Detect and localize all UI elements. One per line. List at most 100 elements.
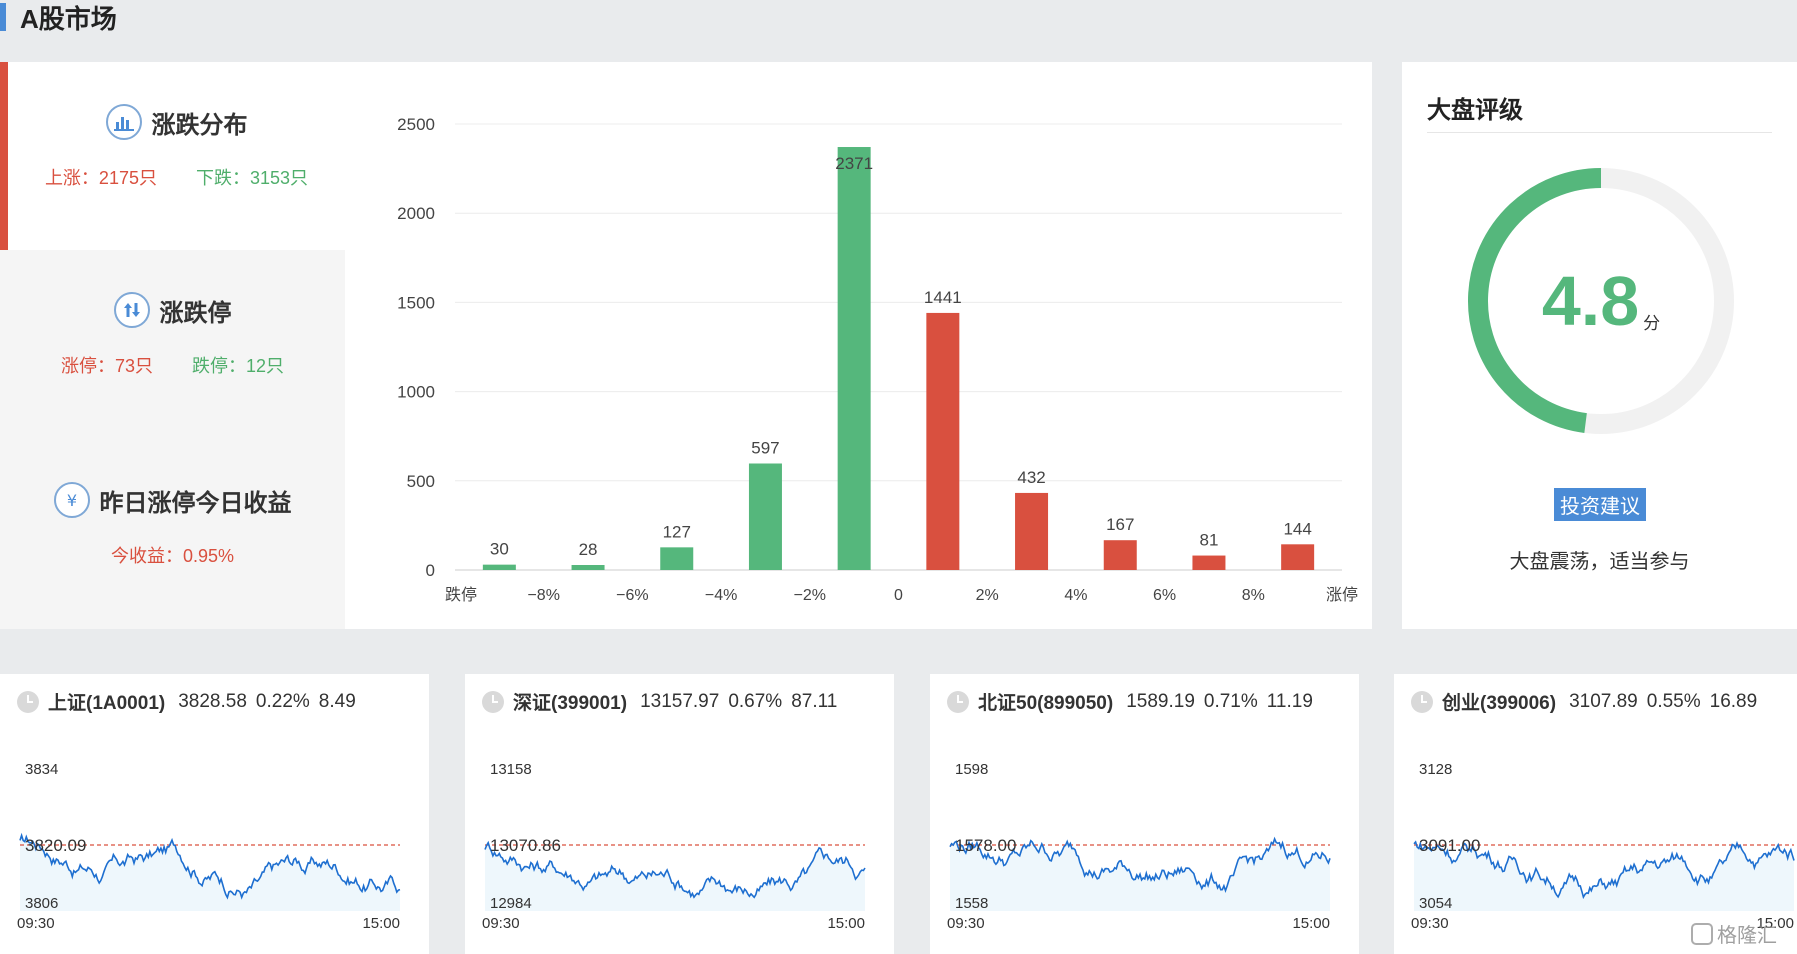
- x-tick-label: 0: [894, 587, 903, 604]
- prev-close-label: 13070.86: [490, 836, 561, 855]
- stat-distribution-head: 涨跌分布: [8, 62, 345, 140]
- bar-value-label: 432: [1017, 468, 1045, 487]
- limit-up-count: 涨停：73只: [60, 356, 153, 376]
- rating-gauge: [1468, 168, 1734, 434]
- index-card-header: 创业(399006) 3107.89 0.55% 16.89: [1411, 688, 1757, 715]
- page-header: A股市场: [0, 0, 400, 34]
- sparkline-line: [484, 840, 866, 899]
- yesterday-return: 今收益：0.95%: [110, 546, 235, 566]
- down-count: 下跌：3153只: [196, 168, 309, 188]
- index-price: 3107.89: [1569, 690, 1638, 712]
- up-count: 上涨：2175只: [44, 168, 157, 188]
- y-low-label: 3806: [25, 895, 58, 912]
- x-tick-label: 4%: [1064, 587, 1087, 604]
- y-low-label: 1558: [955, 895, 988, 912]
- bar[interactable]: [571, 565, 605, 570]
- y-high-label: 3834: [25, 761, 58, 778]
- clock-icon: [482, 690, 504, 713]
- index-change: 87.11: [791, 690, 838, 712]
- stat-limits[interactable]: 涨跌停 涨停：73只 跌停：12只: [0, 292, 345, 442]
- advice-text: 大盘震荡，适当参与: [1509, 551, 1690, 573]
- clock-icon: [1411, 690, 1433, 713]
- time-start-label: 09:30: [947, 915, 985, 932]
- stat-limits-head: 涨跌停: [0, 292, 345, 328]
- time-start-label: 09:30: [17, 915, 55, 932]
- stat-yesterday-values: 今收益：0.95%: [0, 542, 345, 568]
- rating-divider: [1427, 132, 1772, 133]
- index-card[interactable]: 上证(1A0001) 3828.58 0.22% 8.49 3834 3820.0…: [0, 674, 429, 954]
- index-card[interactable]: 深证(399001) 13157.97 0.67% 87.11 13158 130…: [465, 674, 894, 954]
- sparkline-line: [949, 836, 1331, 894]
- bar-value-label: 144: [1283, 519, 1311, 538]
- yen-icon: ¥: [53, 482, 90, 518]
- bar-value-label: 167: [1106, 515, 1134, 534]
- distribution-chart-panel: 0 500 1000 1500 2000 2500 跌停 −8% −6% −4% −2% 0 2% 4% 6…: [345, 62, 1372, 629]
- bar[interactable]: [1192, 555, 1226, 570]
- up-down-arrows-icon: [113, 292, 150, 328]
- y-low-label: 3054: [1419, 895, 1452, 912]
- index-card[interactable]: 创业(399006) 3107.89 0.55% 16.89 3128 3091.…: [1394, 674, 1797, 954]
- index-pct: 0.67%: [728, 690, 783, 712]
- bar[interactable]: [926, 312, 960, 570]
- bar[interactable]: [482, 564, 516, 570]
- bar[interactable]: [1015, 492, 1049, 570]
- stat-distribution-label: 涨跌分布: [151, 111, 248, 139]
- index-pct: 0.22%: [255, 690, 310, 712]
- sparkline-area: [1414, 842, 1794, 911]
- bar[interactable]: [837, 147, 871, 570]
- y-high-label: 13158: [490, 761, 532, 778]
- x-tick-label: −8%: [527, 587, 559, 604]
- x-tick-label: −2%: [794, 587, 826, 604]
- x-tick-label: 8%: [1242, 587, 1265, 604]
- index-sparkline: 1598 1578.00 1558 09:30 15:00: [947, 761, 1331, 932]
- index-card[interactable]: 北证50(899050) 1589.19 0.71% 11.19 1598 157…: [930, 674, 1359, 954]
- bar-value-label: 30: [490, 540, 509, 559]
- stat-distribution-values: 上涨：2175只 下跌：3153只: [8, 164, 345, 190]
- stat-yesterday[interactable]: ¥ 昨日涨停今日收益 今收益：0.95%: [0, 482, 345, 622]
- index-pct: 0.55%: [1646, 690, 1701, 712]
- x-tick-label: 6%: [1153, 587, 1176, 604]
- stat-distribution[interactable]: 涨跌分布 上涨：2175只 下跌：3153只: [0, 62, 345, 250]
- bar[interactable]: [660, 547, 694, 570]
- time-end-label: 15:00: [1292, 915, 1330, 932]
- advice-button[interactable]: 投资建议: [1554, 488, 1646, 521]
- index-change: 11.19: [1266, 690, 1313, 712]
- index-name: 北证50(899050): [978, 693, 1114, 714]
- prev-close-label: 3091.00: [1419, 836, 1480, 855]
- bar[interactable]: [1281, 544, 1315, 570]
- y-low-label: 12984: [490, 895, 532, 912]
- time-end-label: 15:00: [827, 915, 865, 932]
- bar-value-label: 127: [663, 522, 691, 541]
- index-card-header: 上证(1A0001) 3828.58 0.22% 8.49: [17, 688, 356, 715]
- time-start-label: 09:30: [1411, 915, 1449, 932]
- stat-limits-values: 涨停：73只 跌停：12只: [0, 352, 345, 378]
- svg-text:¥: ¥: [66, 491, 76, 510]
- x-tick-label: 涨停: [1326, 586, 1358, 604]
- x-tick-label: 跌停: [445, 586, 477, 604]
- bar[interactable]: [1103, 540, 1137, 570]
- sparkline-line: [19, 832, 401, 900]
- time-end-label: 15:00: [362, 915, 400, 932]
- stat-yesterday-head: ¥ 昨日涨停今日收益: [0, 482, 345, 518]
- index-price: 1589.19: [1126, 690, 1195, 712]
- time-start-label: 09:30: [482, 915, 520, 932]
- sparkline-area: [485, 842, 865, 911]
- bar[interactable]: [748, 463, 782, 570]
- rating-score: 4.8: [1541, 262, 1640, 340]
- clock-icon: [947, 690, 969, 713]
- watermark-text: 格隆汇: [1717, 925, 1777, 947]
- bar-value-label: 28: [579, 540, 598, 559]
- index-card-header: 北证50(899050) 1589.19 0.71% 11.19: [947, 688, 1313, 715]
- limit-down-count: 跌停：12只: [192, 356, 285, 376]
- score-wrap: 4.8 分: [1465, 165, 1737, 437]
- gauge-fill: [1468, 168, 1602, 433]
- distribution-bar-chart: 0 500 1000 1500 2000 2500 跌停 −8% −6% −4% −2% 0 2% 4% 6…: [397, 115, 1358, 604]
- y-tick-label: 500: [407, 472, 435, 491]
- bar-value-label: 1441: [924, 288, 962, 307]
- index-sparkline: 13158 13070.86 12984 09:30 15:00: [482, 761, 866, 932]
- y-tick-label: 2000: [397, 204, 435, 223]
- x-tick-label: −4%: [705, 587, 737, 604]
- rating-unit: 分: [1643, 313, 1661, 333]
- index-sparkline: 3128 3091.00 3054 09:30 15:00: [1411, 761, 1795, 932]
- rating-title: 大盘评级: [1427, 97, 1523, 124]
